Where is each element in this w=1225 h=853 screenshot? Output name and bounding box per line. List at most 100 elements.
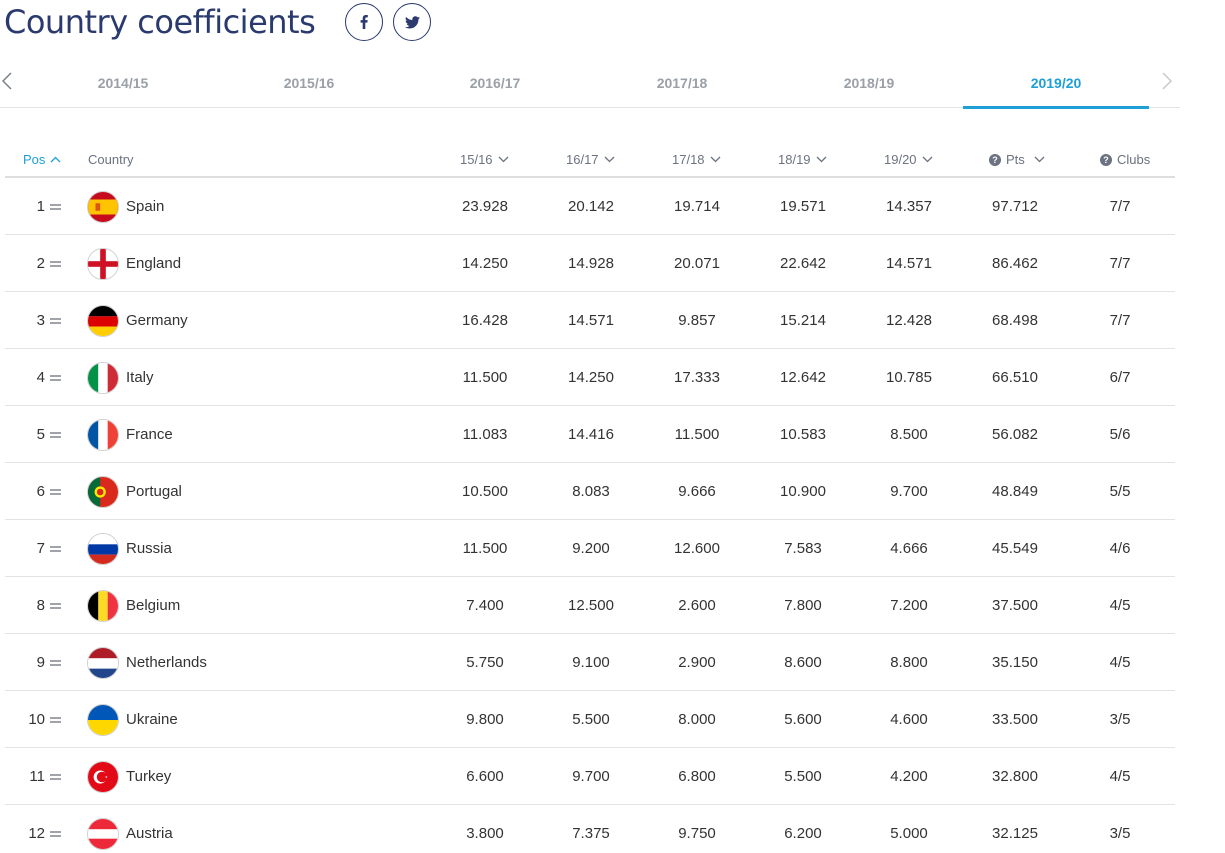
season-1718-value: 12.600	[674, 540, 720, 557]
season-1718-value: 20.071	[674, 255, 720, 272]
country-flag	[87, 577, 119, 634]
country-flag	[87, 235, 119, 292]
tab-2015-16[interactable]: 2015/16	[283, 75, 335, 91]
rank-value: 10	[28, 711, 45, 728]
season-1617-value: 7.375	[572, 825, 610, 842]
trend-indicator	[50, 178, 62, 235]
chevron-down-icon	[1034, 156, 1045, 163]
table-row[interactable]: 5 France 11.083 14.416 11.500 10.583 8.500 56.0…	[5, 406, 1175, 463]
season-1920-value: 4.600	[890, 711, 928, 728]
table-row[interactable]: 4 Italy 11.500 14.250 17.333 12.642 10.785 66.5…	[5, 349, 1175, 406]
table-row[interactable]: 2 England 14.250 14.928 20.071 22.642 14.571 86…	[5, 235, 1175, 292]
page-header: Country coefficients	[4, 0, 432, 44]
country-name[interactable]: France	[126, 426, 173, 443]
season-1617-value: 14.928	[568, 255, 614, 272]
help-icon[interactable]: ?	[1100, 153, 1112, 166]
tabs-next-button[interactable]	[1162, 72, 1176, 92]
equal-trend-icon	[50, 488, 61, 495]
country-name[interactable]: Austria	[126, 825, 173, 842]
points-value: 48.849	[992, 483, 1038, 500]
season-1718-value: 19.714	[674, 198, 720, 215]
country-name[interactable]: Netherlands	[126, 654, 207, 671]
table-row[interactable]: 1 Spain 23.928 20.142 19.714 19.571 14.357 97.7…	[5, 178, 1175, 235]
season-1718-value: 2.600	[678, 597, 716, 614]
season-1718-value: 9.750	[678, 825, 716, 842]
twitter-icon	[404, 15, 420, 28]
country-name[interactable]: England	[126, 255, 182, 272]
season-1920-value: 12.428	[886, 312, 932, 329]
sort-1516-header[interactable]: 15/16	[460, 152, 509, 167]
belgium-flag-icon	[87, 589, 119, 622]
country-name[interactable]: Portugal	[126, 483, 182, 500]
rank-value: 2	[36, 255, 45, 272]
trend-indicator	[50, 805, 62, 853]
clubs-value: 4/5	[1109, 654, 1131, 671]
sort-pos-header[interactable]: Pos	[23, 152, 61, 167]
chevron-down-icon	[922, 156, 933, 163]
equal-trend-icon	[50, 203, 61, 210]
sort-1617-header[interactable]: 16/17	[566, 152, 615, 167]
rank-value: 11	[29, 768, 45, 785]
table-row[interactable]: 10 Ukraine 9.800 5.500 8.000 5.600 4.600 33.500…	[5, 691, 1175, 748]
table-row[interactable]: 6 Portugal 10.500 8.083 9.666 10.900 9.700 48.8…	[5, 463, 1175, 520]
season-1516-value: 11.500	[462, 540, 508, 557]
table-row[interactable]: 11 Turkey 6.600 9.700 6.800 5.500 4.200 32.800 4…	[5, 748, 1175, 805]
sort-pts-header[interactable]: ? Pts	[989, 152, 1045, 167]
rank-value: 3	[36, 312, 45, 329]
season-1819-value: 7.583	[784, 540, 822, 557]
season-1516-value: 7.400	[466, 597, 504, 614]
country-name[interactable]: Germany	[126, 312, 188, 329]
facebook-share-button[interactable]	[345, 3, 384, 41]
tab-2018-19[interactable]: 2018/19	[843, 75, 895, 91]
rank-value: 7	[36, 540, 45, 557]
tab-2019-20[interactable]: 2019/20	[963, 58, 1149, 109]
country-name[interactable]: Turkey	[126, 768, 172, 785]
table-row[interactable]: 9 Netherlands 5.750 9.100 2.900 8.600 8.800 35.…	[5, 634, 1175, 691]
season-1819-value: 15.214	[780, 312, 826, 329]
germany-flag-icon	[87, 304, 119, 337]
table-row[interactable]: 7 Russia 11.500 9.200 12.600 7.583 4.666 45.549…	[5, 520, 1175, 577]
s4-header-label: 18/19	[778, 152, 811, 167]
tab-2016-17[interactable]: 2016/17	[469, 75, 521, 91]
country-name[interactable]: Belgium	[126, 597, 181, 614]
rank-value: 9	[36, 654, 45, 671]
season-1516-value: 23.928	[462, 198, 508, 215]
season-1819-value: 5.500	[784, 768, 822, 785]
equal-trend-icon	[50, 374, 61, 381]
table-row[interactable]: 8 Belgium 7.400 12.500 2.600 7.800 7.200 37.500…	[5, 577, 1175, 634]
tab-2017-18[interactable]: 2017/18	[656, 75, 708, 91]
season-tabs: 2014/15 2015/16 2016/17 2017/18 2018/19 …	[0, 58, 1180, 109]
trend-indicator	[50, 691, 62, 748]
clubs-value: 6/7	[1109, 369, 1131, 386]
season-1617-value: 12.500	[568, 597, 614, 614]
clubs-value: 4/5	[1109, 597, 1131, 614]
season-1718-value: 8.000	[678, 711, 716, 728]
twitter-share-button[interactable]	[393, 3, 432, 41]
country-flag	[87, 748, 119, 805]
equal-trend-icon	[50, 773, 61, 780]
season-1819-value: 22.642	[780, 255, 826, 272]
sort-1718-header[interactable]: 17/18	[672, 152, 721, 167]
sort-1819-header[interactable]: 18/19	[778, 152, 827, 167]
help-icon[interactable]: ?	[989, 153, 1001, 166]
season-1920-value: 4.200	[890, 768, 928, 785]
rank-value: 4	[36, 369, 45, 386]
s3-header-label: 17/18	[672, 152, 705, 167]
points-value: 68.498	[992, 312, 1038, 329]
country-name[interactable]: Russia	[126, 540, 172, 557]
sort-1920-header[interactable]: 19/20	[884, 152, 933, 167]
season-1819-value: 5.600	[784, 711, 822, 728]
clubs-header: ? Clubs	[1100, 152, 1150, 167]
country-name[interactable]: Italy	[126, 369, 154, 386]
table-row[interactable]: 12 Austria 3.800 7.375 9.750 6.200 5.000 32.125…	[5, 805, 1175, 853]
season-1516-value: 5.750	[466, 654, 504, 671]
table-row[interactable]: 3 Germany 16.428 14.571 9.857 15.214 12.428 68.…	[5, 292, 1175, 349]
tabs-prev-button[interactable]	[1, 72, 16, 92]
austria-flag-icon	[87, 817, 119, 850]
country-name[interactable]: Spain	[126, 198, 165, 215]
spain-flag-icon	[87, 190, 119, 223]
season-1617-value: 9.100	[572, 654, 610, 671]
country-name[interactable]: Ukraine	[126, 711, 178, 728]
chevron-down-icon	[604, 156, 615, 163]
tab-2014-15[interactable]: 2014/15	[97, 75, 149, 91]
